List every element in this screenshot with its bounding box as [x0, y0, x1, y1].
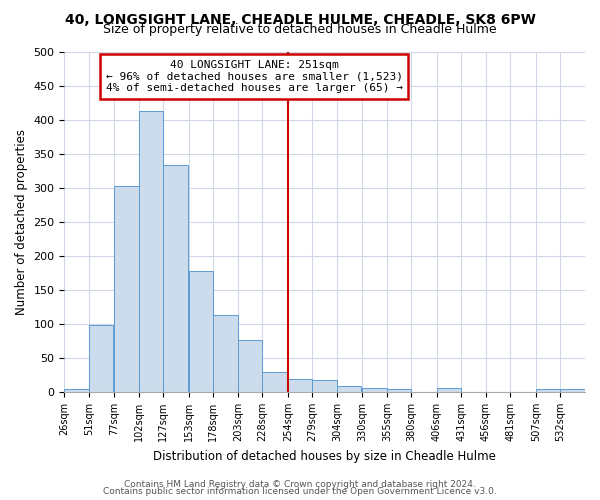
Bar	[362, 388, 387, 392]
Bar	[214, 315, 238, 392]
Bar	[536, 390, 560, 392]
Bar	[288, 379, 313, 392]
Text: Size of property relative to detached houses in Cheadle Hulme: Size of property relative to detached ho…	[103, 22, 497, 36]
Bar	[313, 380, 337, 392]
Y-axis label: Number of detached properties: Number of detached properties	[15, 129, 28, 315]
Bar	[64, 388, 89, 392]
Bar	[163, 166, 188, 392]
Bar	[238, 340, 262, 392]
Bar	[115, 186, 139, 392]
Text: Contains HM Land Registry data © Crown copyright and database right 2024.: Contains HM Land Registry data © Crown c…	[124, 480, 476, 489]
Bar	[387, 390, 412, 392]
Text: Contains public sector information licensed under the Open Government Licence v3: Contains public sector information licen…	[103, 487, 497, 496]
Bar	[560, 390, 585, 392]
Text: 40, LONGSIGHT LANE, CHEADLE HULME, CHEADLE, SK8 6PW: 40, LONGSIGHT LANE, CHEADLE HULME, CHEAD…	[65, 12, 535, 26]
Bar	[337, 386, 361, 392]
X-axis label: Distribution of detached houses by size in Cheadle Hulme: Distribution of detached houses by size …	[153, 450, 496, 462]
Bar	[437, 388, 461, 392]
Bar	[262, 372, 287, 392]
Text: 40 LONGSIGHT LANE: 251sqm
← 96% of detached houses are smaller (1,523)
4% of sem: 40 LONGSIGHT LANE: 251sqm ← 96% of detac…	[106, 60, 403, 93]
Bar	[139, 111, 163, 392]
Bar	[89, 324, 113, 392]
Bar	[189, 271, 214, 392]
